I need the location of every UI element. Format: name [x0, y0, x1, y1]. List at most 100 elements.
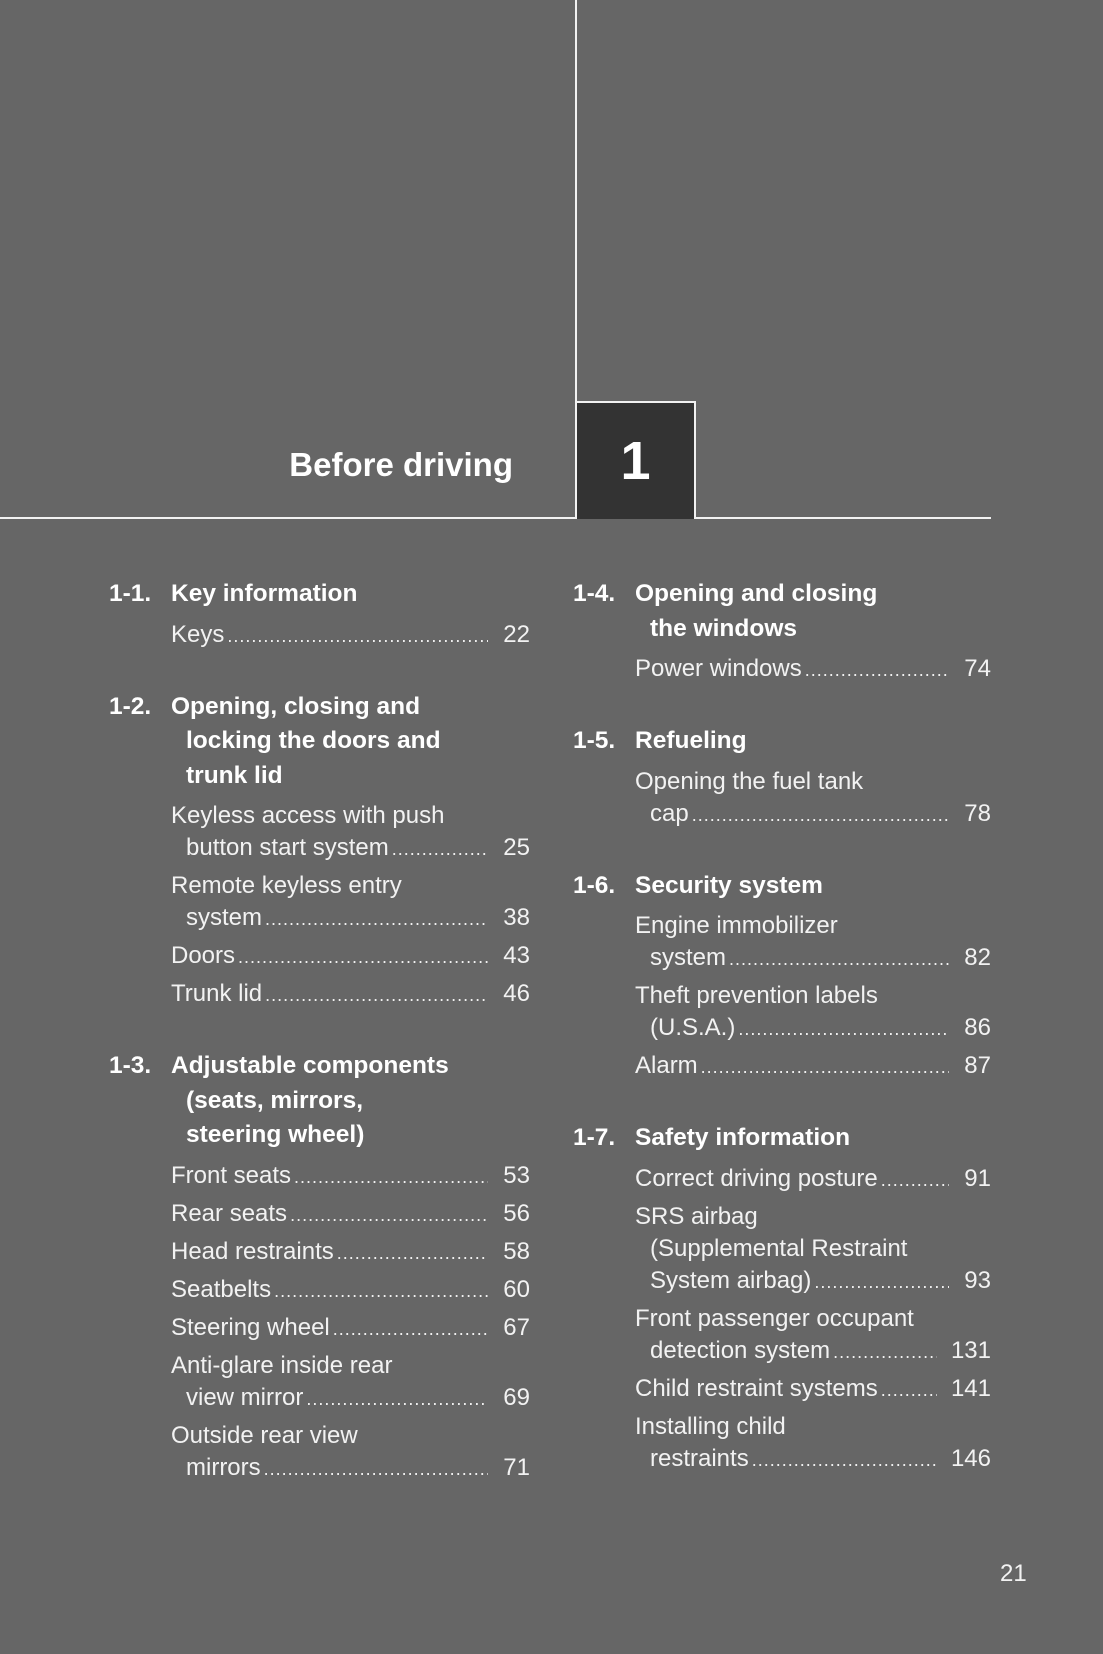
entry-line: button start system 25	[171, 832, 530, 865]
entry-page-number[interactable]: 78	[964, 799, 991, 827]
entry-line: Steering wheel 67	[171, 1312, 530, 1345]
entry-page-number[interactable]: 38	[503, 904, 530, 931]
toc-entry[interactable]: Seatbelts 60	[171, 1274, 530, 1307]
entry-text: Outside rear view	[171, 1421, 358, 1449]
entry-page-number[interactable]: 60	[503, 1275, 530, 1303]
section-heading[interactable]: 1-6. Security system	[573, 869, 991, 904]
entry-text: Correct driving posture	[635, 1164, 878, 1192]
entry-page-number[interactable]: 56	[503, 1199, 530, 1227]
entry-text: Head restraints	[171, 1237, 334, 1265]
dot-leader	[392, 833, 488, 865]
entry-text: system	[186, 904, 263, 931]
entry-line: System airbag) 93	[635, 1265, 991, 1298]
section-heading[interactable]: 1-3. Adjustable components (seats, mirrors…	[109, 1049, 530, 1153]
toc-section: 1-4. Opening and closing the windows Power …	[573, 577, 991, 686]
dot-leader	[294, 1161, 488, 1193]
entry-list: Opening the fuel tank cap 78	[573, 766, 991, 831]
toc-entry[interactable]: Theft prevention labels (U.S.A.) 86	[635, 980, 991, 1045]
toc-entry[interactable]: Opening the fuel tank cap 78	[635, 766, 991, 831]
dot-leader	[265, 903, 488, 935]
toc-entry[interactable]: Remote keyless entry system 38	[171, 870, 530, 935]
entry-page-number[interactable]: 71	[503, 1453, 530, 1481]
section-title: Opening, closing and locking the doors an…	[171, 690, 441, 794]
dot-leader	[833, 1336, 937, 1368]
entry-line: Keys 22	[171, 619, 530, 652]
entry-page-number[interactable]: 141	[950, 1374, 991, 1402]
section-number: 1-1.	[109, 580, 152, 607]
entry-page-number[interactable]: 67	[503, 1313, 530, 1341]
entry-text: Theft prevention labels	[635, 982, 878, 1009]
dot-leader	[738, 1013, 949, 1045]
entry-page-number[interactable]: 46	[503, 980, 530, 1007]
section-number: 1-6.	[573, 871, 616, 899]
entry-page-number[interactable]: 131	[950, 1336, 991, 1364]
section-heading[interactable]: 1-4. Opening and closing the windows	[573, 577, 991, 646]
toc-entry[interactable]: SRS airbag (Supplemental Restraint System …	[635, 1201, 991, 1298]
toc-entry[interactable]: Installing child restraints 146	[635, 1411, 991, 1476]
toc-entry[interactable]: Keyless access with push button start sys…	[171, 800, 530, 865]
entry-page-number[interactable]: 86	[964, 1014, 991, 1041]
entry-line: Child restraint systems 141	[635, 1373, 991, 1406]
entry-text: system	[650, 944, 727, 971]
toc-entry[interactable]: Rear seats 56	[171, 1198, 530, 1231]
dot-leader	[701, 1051, 949, 1083]
toc-entry[interactable]: Steering wheel 67	[171, 1312, 530, 1345]
toc-entry[interactable]: Keys 22	[171, 619, 530, 652]
entry-text: Keys	[171, 620, 225, 648]
toc-entry[interactable]: Doors 43	[171, 940, 530, 973]
section-title-line: the windows	[650, 614, 797, 642]
section-heading[interactable]: 1-1. Key information	[109, 577, 530, 612]
entry-text: Doors	[171, 942, 236, 969]
dot-leader	[814, 1266, 949, 1298]
entry-page-number[interactable]: 53	[503, 1161, 530, 1189]
toc-entry[interactable]: Power windows 74	[635, 653, 991, 686]
entry-line: system 82	[635, 942, 991, 975]
entry-text: cap	[650, 799, 689, 827]
section-title: Adjustable components (seats, mirrors, ste…	[171, 1049, 449, 1153]
toc-entry[interactable]: Alarm 87	[635, 1050, 991, 1083]
toc-entry[interactable]: Trunk lid 46	[171, 978, 530, 1011]
entry-page-number[interactable]: 43	[503, 942, 530, 969]
entry-line: Alarm 87	[635, 1050, 991, 1083]
entry-text: button start system	[186, 834, 389, 861]
toc-entry[interactable]: Child restraint systems 141	[635, 1373, 991, 1406]
section-title: Security system	[635, 869, 823, 904]
section-title: Safety information	[635, 1121, 850, 1156]
toc-entry[interactable]: Front passenger occupant detection system…	[635, 1303, 991, 1368]
entry-page-number[interactable]: 87	[964, 1052, 991, 1079]
toc-section: 1-1. Key information Keys 22	[109, 577, 530, 652]
dot-leader	[881, 1164, 949, 1196]
toc-section: 1-2. Opening, closing and locking the door…	[109, 690, 530, 1012]
entry-page-number[interactable]: 74	[964, 655, 991, 682]
entry-page-number[interactable]: 146	[950, 1444, 991, 1472]
dot-leader	[752, 1444, 937, 1476]
entry-line: Remote keyless entry	[171, 870, 530, 902]
toc-entry[interactable]: Correct driving posture 91	[635, 1163, 991, 1196]
section-number: 1-7.	[573, 1124, 616, 1151]
entry-line: Front passenger occupant	[635, 1303, 991, 1335]
entry-page-number[interactable]: 58	[503, 1237, 530, 1265]
entry-page-number[interactable]: 22	[503, 620, 530, 648]
entry-line: Outside rear view	[171, 1420, 530, 1452]
entry-text: mirrors	[186, 1453, 261, 1481]
entry-text: Remote keyless entry	[171, 872, 402, 899]
toc-entry[interactable]: Front seats 53	[171, 1160, 530, 1193]
toc-entry[interactable]: Anti-glare inside rear view mirror 69	[171, 1350, 530, 1415]
toc-entry[interactable]: Outside rear view mirrors 71	[171, 1420, 530, 1485]
entry-page-number[interactable]: 82	[964, 944, 991, 971]
section-heading[interactable]: 1-2. Opening, closing and locking the door…	[109, 690, 530, 794]
section-heading[interactable]: 1-5. Refueling	[573, 724, 991, 759]
dot-leader	[881, 1374, 937, 1406]
entry-text: Alarm	[635, 1052, 698, 1079]
entry-page-number[interactable]: 91	[964, 1164, 991, 1192]
dot-leader	[290, 1199, 488, 1231]
entry-page-number[interactable]: 69	[503, 1383, 530, 1411]
entry-line: Front seats 53	[171, 1160, 530, 1193]
entry-page-number[interactable]: 93	[964, 1266, 991, 1294]
toc-entry[interactable]: Engine immobilizer system 82	[635, 910, 991, 975]
entry-text: System airbag)	[650, 1266, 812, 1294]
section-number: 1-2.	[109, 692, 152, 720]
toc-entry[interactable]: Head restraints 58	[171, 1236, 530, 1269]
entry-page-number[interactable]: 25	[503, 834, 530, 861]
section-heading[interactable]: 1-7. Safety information	[573, 1121, 991, 1156]
